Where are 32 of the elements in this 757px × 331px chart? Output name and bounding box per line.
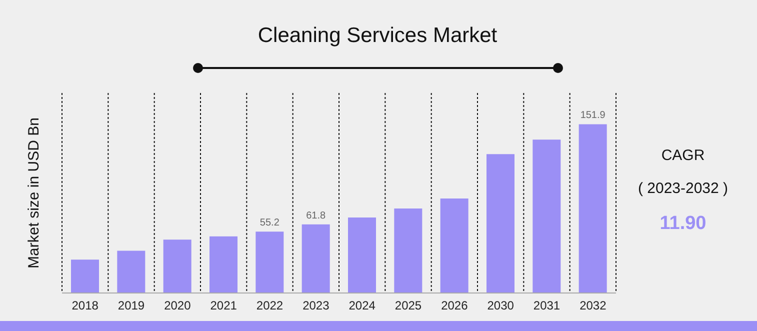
x-tick-label: 2030 — [487, 298, 514, 313]
bar — [163, 240, 192, 293]
bar — [578, 124, 607, 293]
text: ( 2023-2032 ) — [636, 180, 730, 197]
bar — [210, 236, 238, 293]
bar — [486, 154, 514, 293]
text: CAGR — [660, 147, 706, 164]
x-tick-label: 2032 — [580, 298, 607, 313]
x-tick-label: 2022 — [256, 298, 284, 313]
x-tick-label: 2031 — [533, 298, 560, 313]
x-tick-label: 2026 — [441, 298, 468, 313]
bar — [394, 208, 422, 293]
x-tick-label: 2021 — [210, 298, 238, 313]
x-tick-label: 2025 — [394, 298, 422, 313]
bar — [440, 198, 468, 293]
bar — [71, 260, 99, 293]
data-label: 55.2 — [260, 218, 280, 229]
data-label: 151.9 — [580, 110, 606, 122]
x-tick-label: 2023 — [302, 298, 330, 313]
text: 11.90 — [658, 213, 708, 235]
bar — [256, 232, 284, 293]
bar — [532, 140, 561, 293]
y-axis-title: Market size in USD Bn — [26, 118, 42, 268]
bar — [348, 217, 376, 293]
data-label: 61.8 — [306, 210, 326, 222]
x-tick-label: 2024 — [348, 298, 376, 313]
x-tick-label: 2018 — [72, 298, 99, 313]
bar — [117, 250, 146, 293]
x-tick-label: 2020 — [164, 298, 192, 313]
bar — [302, 224, 330, 293]
chart-title: Cleaning Services Market — [258, 24, 498, 47]
x-tick-label: 2019 — [118, 298, 145, 313]
